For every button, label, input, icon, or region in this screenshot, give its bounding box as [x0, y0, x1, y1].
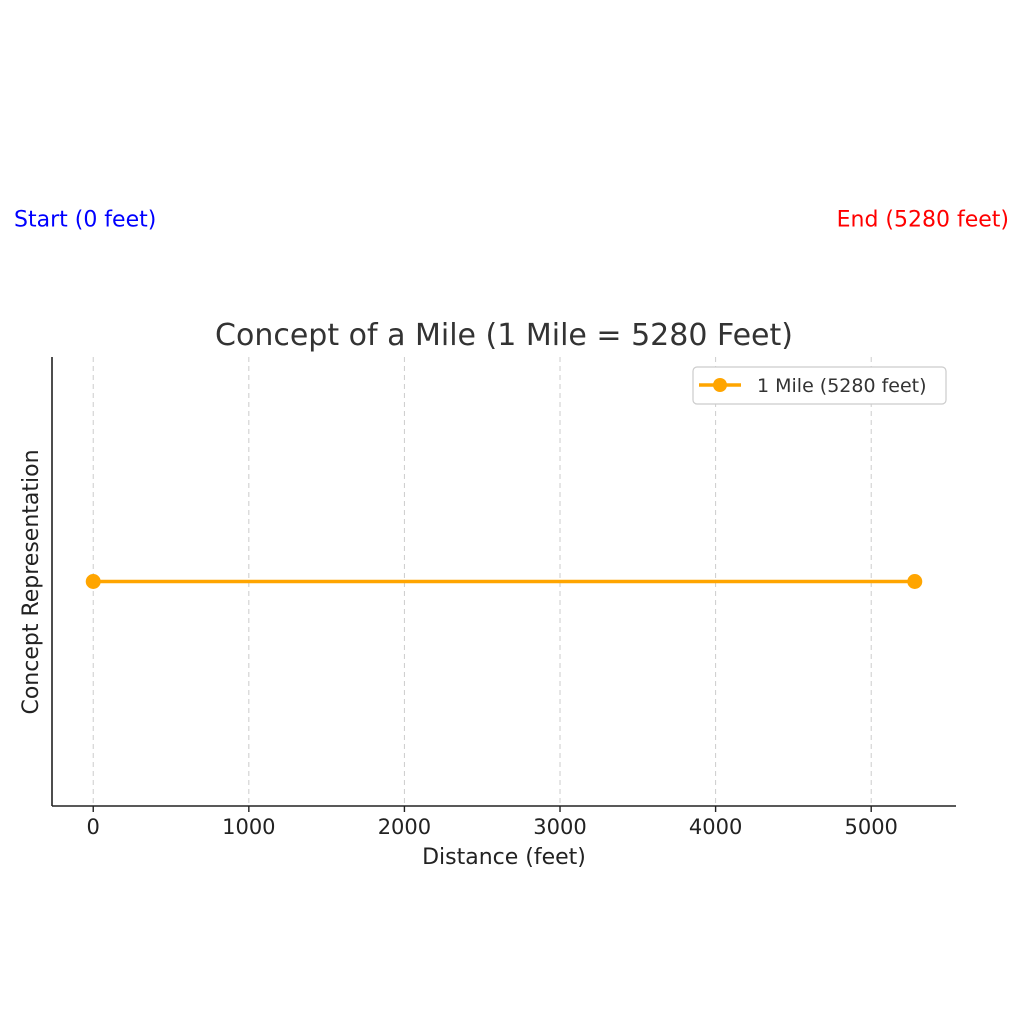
y-axis-label: Concept Representation [19, 449, 44, 714]
data-point-0-1 [907, 574, 923, 589]
x-tick-label-3000: 3000 [533, 815, 586, 839]
x-tick-label-5000: 5000 [844, 815, 897, 839]
x-gridlines [92, 357, 872, 806]
legend: 1 Mile (5280 feet) [692, 366, 947, 405]
legend-box [692, 366, 947, 405]
x-ticks: 0 1000 2000 3000 4000 5000 [87, 806, 898, 839]
annotation-0: Start (0 feet) [14, 207, 156, 232]
data-point-0-0 [85, 574, 101, 589]
x-tick-label-4000: 4000 [689, 815, 742, 839]
annotation-1: End (5280 feet) [837, 207, 1009, 232]
x-axis-label: Distance (feet) [422, 845, 586, 870]
x-tick-label-2000: 2000 [378, 815, 431, 839]
annotations: Start (0 feet) End (5280 feet) [14, 207, 1009, 232]
x-tick-label-1000: 1000 [222, 815, 275, 839]
x-tick-label-0: 0 [87, 815, 100, 839]
series-layer [85, 574, 923, 589]
legend-entry-label: 1 Mile (5280 feet) [757, 375, 927, 397]
legend-marker-swatch [713, 378, 727, 392]
chart-title: Concept of a Mile (1 Mile = 5280 Feet) [215, 318, 793, 353]
